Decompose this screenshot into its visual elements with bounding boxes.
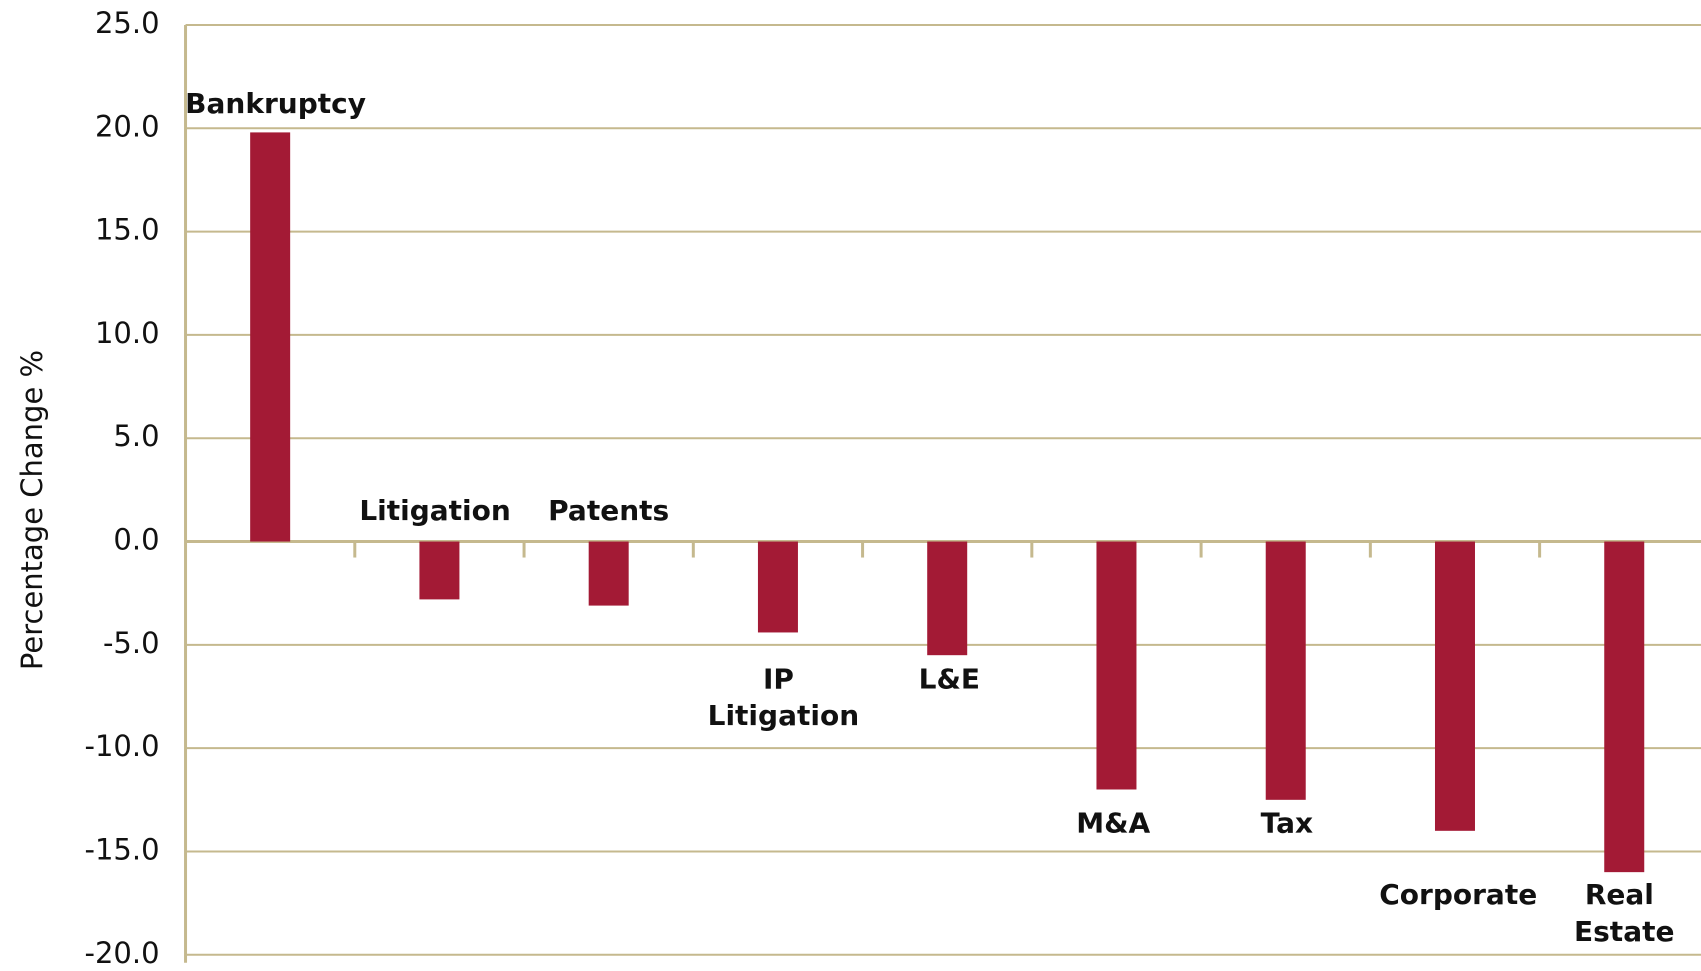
- bar: [419, 541, 460, 600]
- y-tick-label: 0.0: [113, 523, 159, 557]
- y-tick-label: -5.0: [103, 626, 160, 660]
- bar: [1096, 541, 1137, 790]
- y-tick-label: -15.0: [84, 832, 159, 866]
- category-label: Bankruptcy: [185, 87, 366, 120]
- bar: [1604, 541, 1645, 873]
- bar: [588, 541, 629, 606]
- category-label: L&E: [919, 662, 980, 695]
- category-label: Corporate: [1379, 878, 1537, 911]
- category-label: Patents: [548, 494, 669, 527]
- y-tick-label: 10.0: [95, 316, 160, 350]
- y-axis-label: Percentage Change %: [15, 350, 49, 670]
- y-tick-label: 25.0: [95, 6, 160, 40]
- bar: [1265, 541, 1306, 800]
- category-label: Tax: [1261, 807, 1313, 840]
- bar: [1434, 541, 1475, 831]
- y-tick-label: 15.0: [95, 213, 160, 247]
- bar: [250, 132, 291, 542]
- y-tick-label: 5.0: [113, 419, 159, 453]
- bar: [927, 541, 968, 656]
- y-tick-label: -10.0: [84, 729, 159, 763]
- category-label: Litigation: [359, 494, 511, 527]
- bar: [757, 541, 798, 633]
- category-label: IP Litigation: [708, 662, 860, 732]
- y-tick-label: -20.0: [84, 936, 159, 970]
- category-label: Real Estate: [1574, 878, 1674, 948]
- category-label: M&A: [1076, 807, 1150, 840]
- y-tick-label: 20.0: [95, 109, 160, 143]
